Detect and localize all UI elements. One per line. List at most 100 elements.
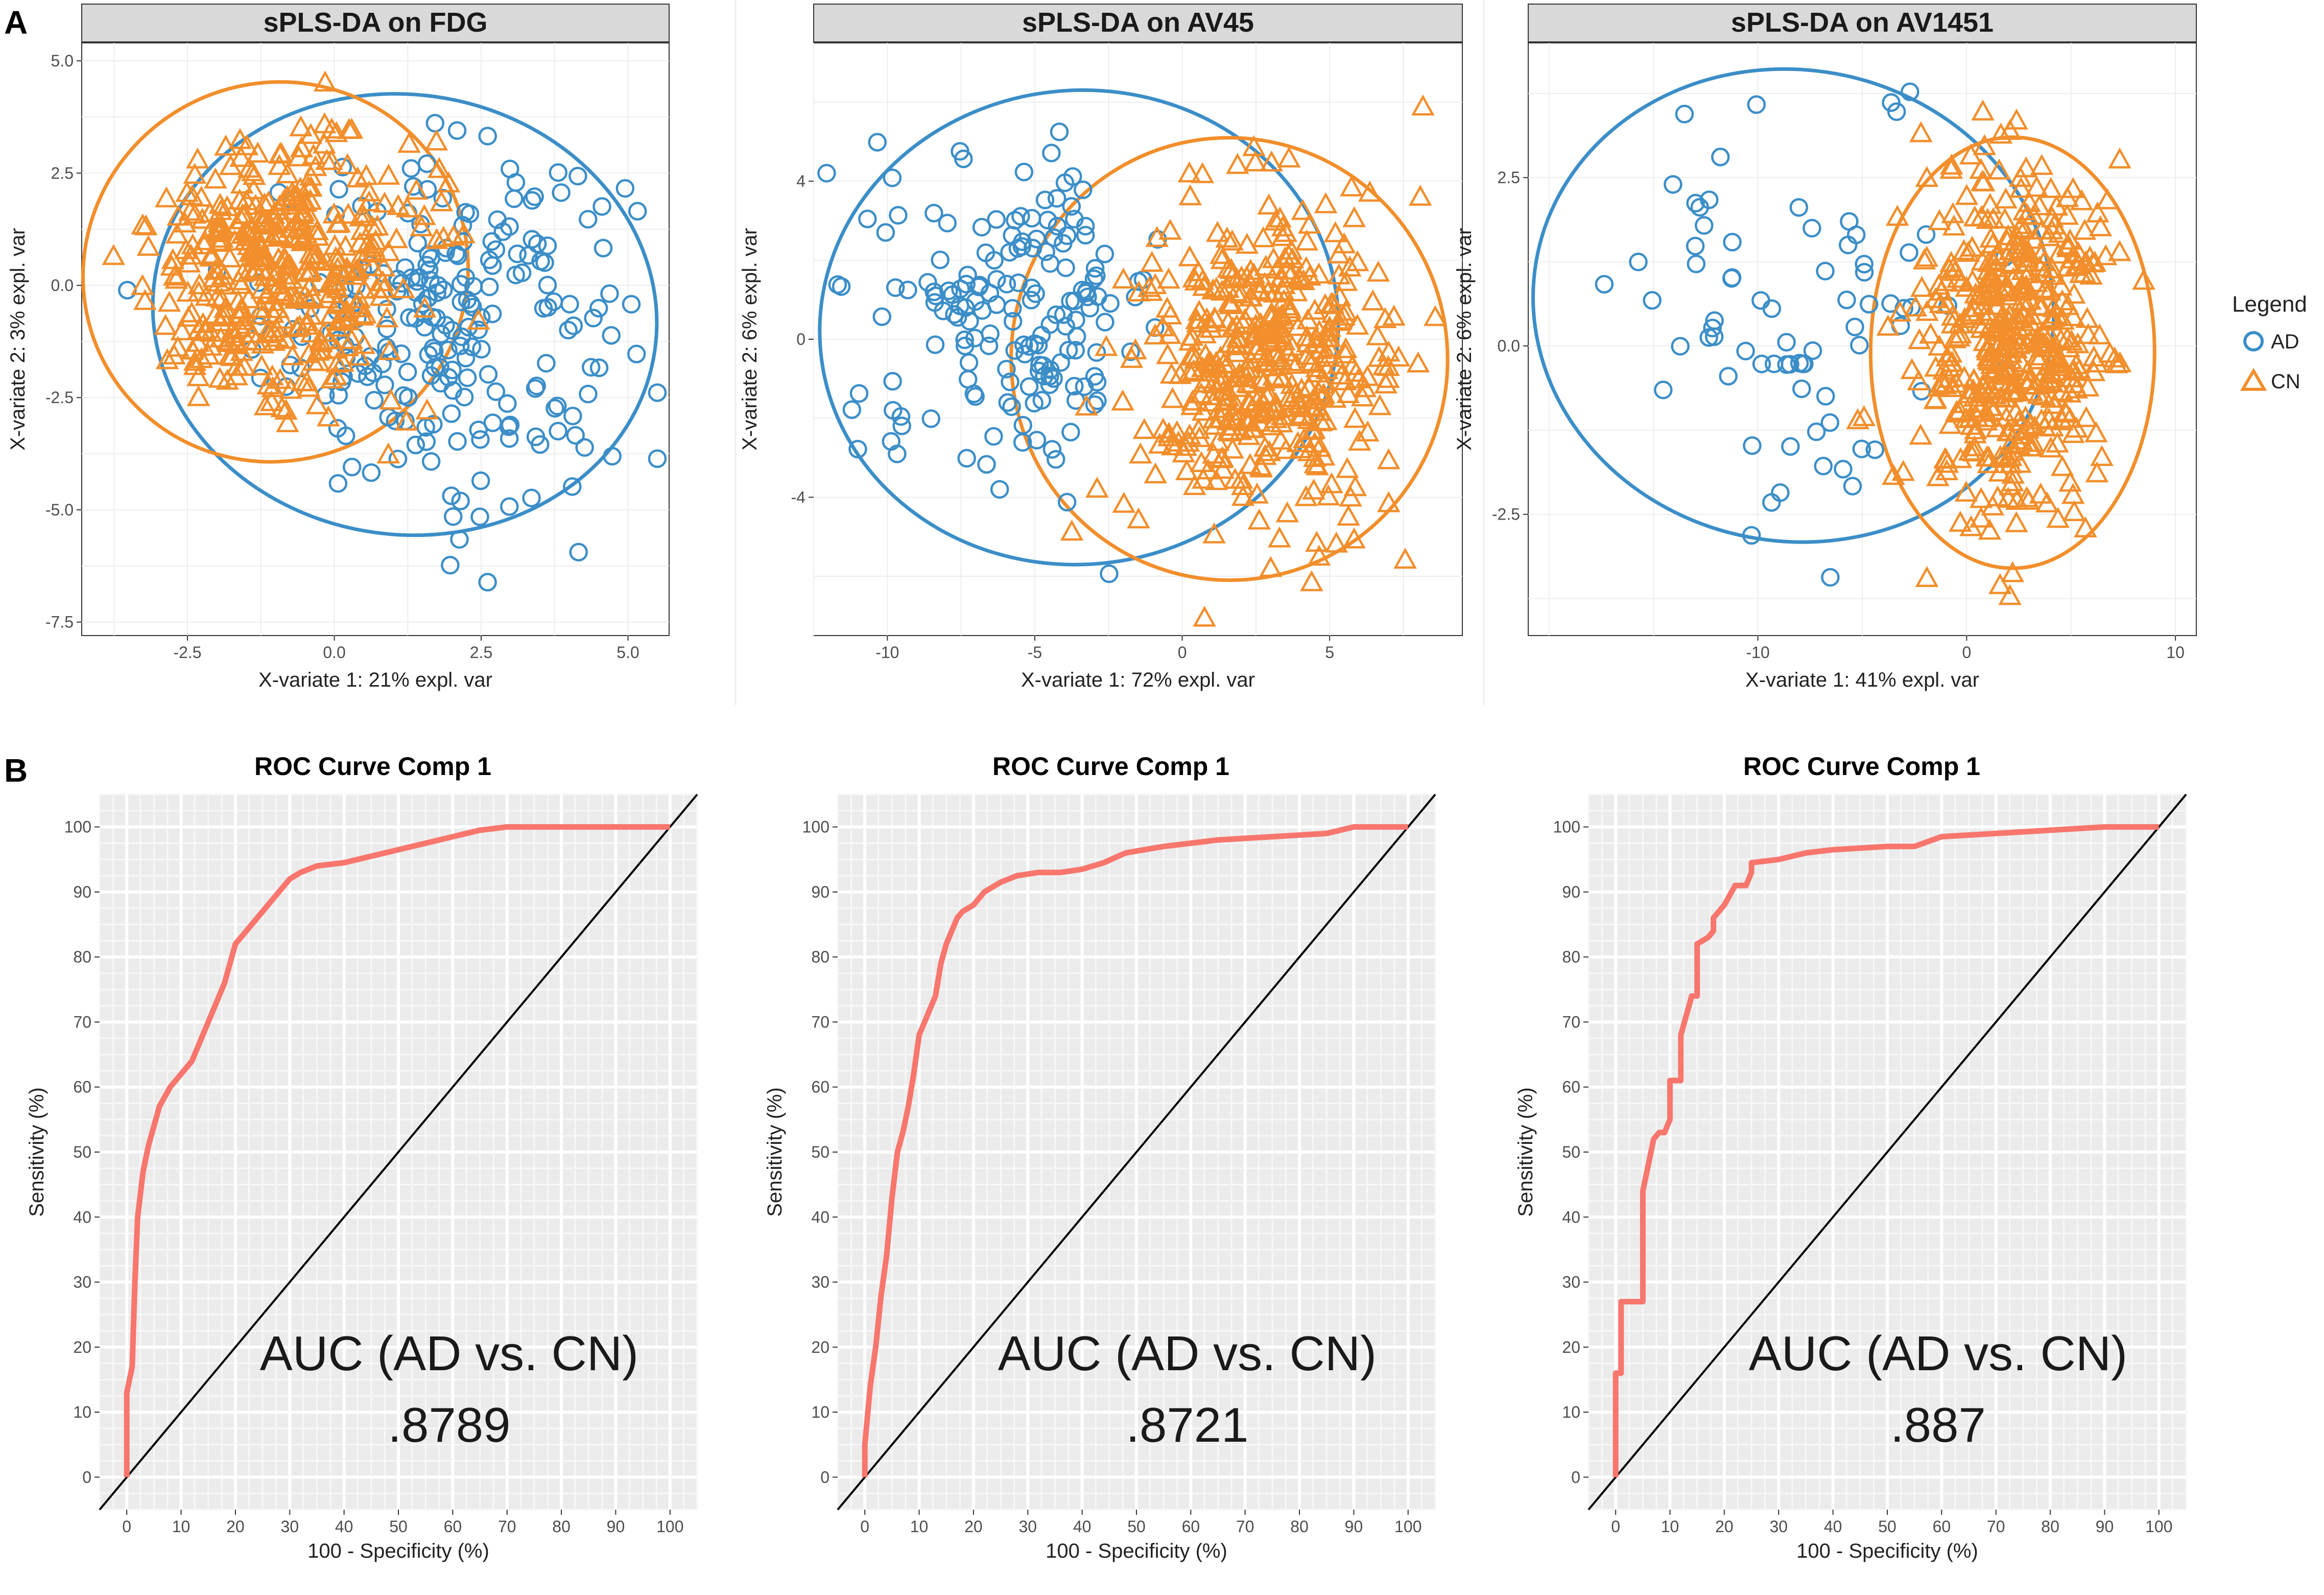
data-point-ad — [531, 435, 550, 454]
data-point-cn — [1342, 206, 1366, 227]
data-point-ad — [921, 409, 940, 428]
data-point-cn — [177, 251, 201, 273]
data-point-cn — [357, 190, 381, 212]
data-point-cn — [1342, 527, 1366, 549]
data-point-ad — [1686, 194, 1705, 213]
data-point-cn — [1876, 314, 1900, 336]
data-point-cn — [1249, 368, 1273, 389]
data-point-ad — [1054, 305, 1073, 324]
data-point-ad — [1843, 477, 1862, 496]
data-point-cn — [2018, 435, 2042, 457]
data-point-cn — [1326, 353, 1350, 374]
x-axis-title: X-variate 1: 72% expl. var — [1021, 669, 1255, 691]
data-point-ad — [566, 426, 585, 445]
x-tick-label: 10 — [1661, 1517, 1679, 1536]
data-point-cn — [430, 190, 454, 212]
data-point-cn — [314, 250, 338, 271]
x-axis-title: X-variate 1: 41% expl. var — [1745, 669, 1979, 691]
data-point-ad — [1882, 93, 1901, 112]
data-point-cn — [1307, 545, 1331, 566]
data-point-cn — [2030, 295, 2054, 316]
data-point-cn — [1931, 371, 1955, 393]
data-point-cn — [1178, 245, 1202, 267]
data-point-cn — [280, 227, 303, 249]
data-point-ad — [1821, 568, 1840, 587]
data-point-ad — [1595, 275, 1614, 294]
data-point-ad — [1084, 269, 1104, 289]
data-point-ad — [1050, 122, 1069, 142]
strip-header — [81, 4, 670, 42]
data-point-cn — [1946, 267, 1970, 288]
y-tick-label: 50 — [811, 1143, 829, 1161]
data-point-cn — [183, 162, 207, 184]
data-point-cn — [1939, 153, 1963, 175]
data-point-ad — [1036, 242, 1055, 261]
data-point-ad — [858, 209, 877, 228]
data-point-ad — [527, 377, 546, 395]
x-tick-label: 5.0 — [616, 643, 639, 662]
data-point-cn — [197, 343, 221, 365]
data-point-cn — [221, 318, 245, 340]
data-point-cn — [336, 153, 360, 174]
data-point-cn — [1278, 301, 1302, 322]
data-point-cn — [1964, 282, 1987, 303]
data-point-cn — [192, 233, 216, 254]
data-point-ad — [1035, 191, 1055, 209]
data-point-ad — [552, 183, 571, 202]
data-point-ad — [615, 179, 635, 198]
data-point-cn — [1277, 294, 1301, 316]
data-point-cn — [1368, 394, 1392, 415]
data-point-cn — [1194, 343, 1217, 364]
data-point-ad — [425, 113, 445, 133]
data-point-cn — [1981, 207, 2005, 228]
data-point-cn — [348, 231, 372, 253]
data-point-cn — [1156, 343, 1179, 364]
x-tick-label: 20 — [964, 1517, 983, 1536]
data-point-cn — [1904, 295, 1928, 317]
y-tick-label: 0 — [1571, 1468, 1580, 1486]
data-point-ad — [478, 573, 497, 592]
data-point-cn — [2065, 377, 2089, 399]
data-point-ad — [460, 204, 480, 223]
x-tick-label: -2.5 — [173, 643, 201, 662]
data-point-ad — [1789, 198, 1809, 217]
roc-curve — [862, 824, 1408, 1477]
data-point-cn — [1978, 193, 2002, 214]
data-point-cn — [218, 344, 242, 365]
data-point-cn — [2019, 329, 2042, 350]
x-tick-label: 70 — [1987, 1517, 2005, 1536]
data-point-cn — [1221, 437, 1244, 459]
auc-value: .887 — [1890, 1398, 1986, 1452]
data-point-ad — [1047, 189, 1066, 208]
y-tick-label: 90 — [811, 883, 829, 901]
data-point-cn — [1366, 261, 1390, 282]
data-point-cn — [2081, 251, 2105, 273]
data-point-cn — [1942, 214, 1966, 236]
data-point-cn — [1982, 399, 2006, 420]
data-point-cn — [269, 142, 293, 163]
data-point-cn — [2045, 302, 2069, 324]
data-point-cn — [1982, 251, 2006, 272]
data-point-cn — [1292, 269, 1316, 290]
data-point-cn — [324, 263, 348, 285]
data-point-cn — [1275, 501, 1299, 523]
data-point-ad — [883, 168, 902, 187]
data-point-ad — [1865, 440, 1884, 459]
data-point-cn — [162, 343, 186, 365]
data-point-ad — [1837, 290, 1856, 310]
data-point-ad — [365, 391, 384, 410]
data-point-cn — [373, 192, 396, 213]
data-point-cn — [230, 340, 253, 361]
data-point-cn — [2014, 274, 2038, 296]
data-point-cn — [2045, 194, 2069, 216]
data-point-cn — [154, 314, 177, 335]
data-point-cn — [1262, 364, 1286, 386]
data-point-cn — [262, 202, 286, 224]
data-point-cn — [1988, 573, 2012, 594]
data-point-ad — [462, 337, 482, 357]
data-point-cn — [336, 309, 360, 331]
data-point-cn — [316, 405, 340, 427]
data-point-cn — [424, 129, 448, 151]
data-point-cn — [1907, 369, 1931, 391]
data-point-cn — [2061, 305, 2085, 326]
